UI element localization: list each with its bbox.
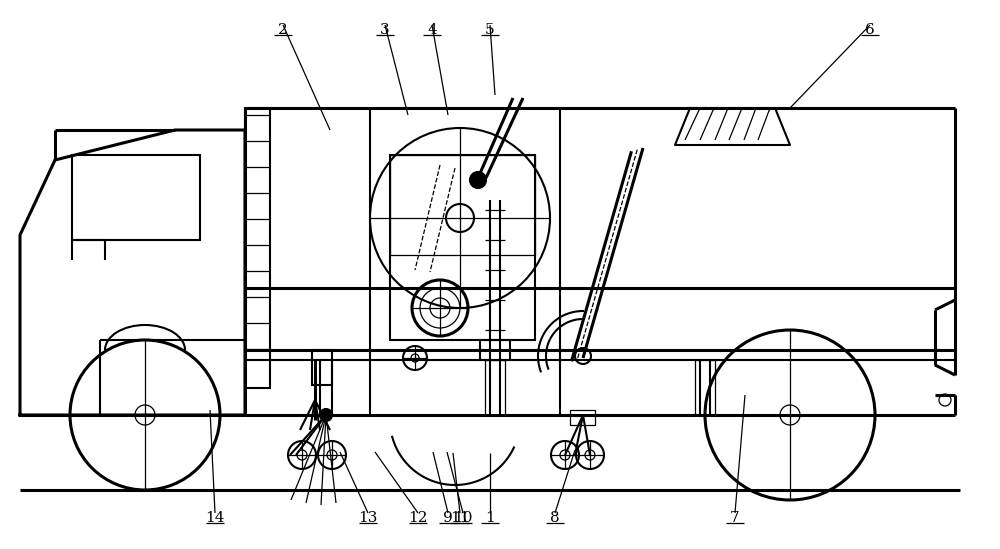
Bar (485, 360, 505, 415)
Text: 12: 12 (408, 511, 428, 525)
Text: 11: 11 (450, 511, 470, 525)
Text: 8: 8 (550, 511, 560, 525)
Text: 2: 2 (278, 23, 288, 37)
Bar (312, 350, 332, 385)
Bar (390, 155, 535, 340)
Text: 3: 3 (380, 23, 390, 37)
Bar (695, 360, 715, 415)
Text: 14: 14 (205, 511, 225, 525)
Text: 10: 10 (453, 511, 473, 525)
Circle shape (470, 172, 486, 188)
Bar (72, 155, 200, 240)
Text: 1: 1 (485, 511, 495, 525)
Bar (245, 108, 270, 388)
Text: 7: 7 (730, 511, 740, 525)
Text: 13: 13 (358, 511, 378, 525)
Polygon shape (675, 108, 790, 145)
Bar (390, 155, 535, 255)
Text: 4: 4 (427, 23, 437, 37)
Text: 5: 5 (485, 23, 495, 37)
Text: 6: 6 (865, 23, 875, 37)
Text: 9: 9 (443, 511, 453, 525)
Circle shape (320, 409, 332, 421)
Bar (570, 410, 595, 425)
Bar (480, 340, 510, 360)
